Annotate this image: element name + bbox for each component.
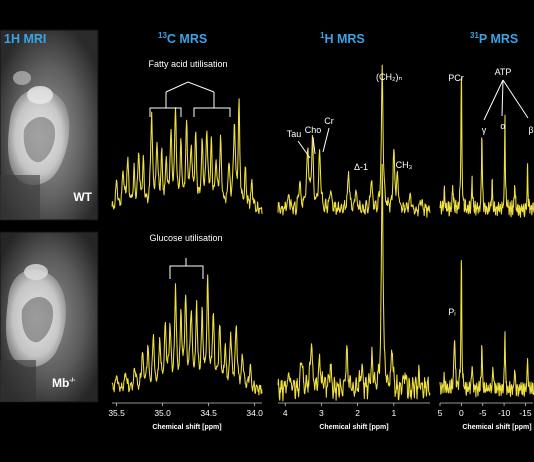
tau-label: Tau: [287, 129, 302, 139]
x-tick-label: 34.0: [246, 408, 263, 418]
x-tick-label: -15: [519, 408, 532, 418]
spectrum-1h-mrs-wt: [277, 64, 431, 218]
genotype-mb-label: Mb-/-: [52, 376, 75, 390]
x-tick-label: 4: [283, 408, 288, 418]
genotype-wt-label: WT: [73, 190, 92, 204]
spectra-layer: [111, 64, 534, 402]
x-axis-label: Chemical shift [ppm]: [152, 424, 221, 431]
pi-label: Pᵢ: [448, 307, 455, 317]
x-tick-label: 34.5: [200, 408, 217, 418]
mri-panel: WT Mb-/-: [0, 29, 99, 403]
x-tick-label: 1: [391, 408, 396, 418]
spectrum-31p-mrs-mb: [439, 259, 534, 398]
glucose-label: Glucose utilisation: [149, 233, 222, 243]
header-31p: 31P MRS: [470, 31, 518, 46]
header-1h: 1H MRS: [320, 31, 365, 46]
alpha-label: α: [500, 121, 505, 131]
x-tick-label: -5: [479, 408, 487, 418]
delta-label: Δ-1: [354, 162, 368, 172]
beta-label: β: [528, 125, 533, 135]
x-tick-label: 35.5: [108, 408, 125, 418]
x-tick-label: 5: [438, 408, 443, 418]
cr-label: Cr: [324, 116, 334, 126]
x-tick-label: 35.0: [154, 408, 171, 418]
x-tick-label: 0: [459, 408, 464, 418]
header-13c: 13C MRS: [158, 31, 207, 46]
x-tick-label: -10: [498, 408, 511, 418]
gamma-label: γ: [482, 125, 487, 135]
pcr-label: PCr: [448, 73, 464, 83]
spectrum-1h-mrs-mb: [277, 163, 431, 402]
spectrum-13c-mrs-mb: [111, 274, 263, 396]
x-axis-label: Chemical shift [ppm]: [462, 424, 531, 431]
cho-label: Cho: [305, 125, 322, 135]
glucose-annotation: Glucose utilisation: [149, 233, 223, 279]
fatty-acid-annotation: Fatty acid utilisation: [148, 59, 231, 117]
x-axis-label: Chemical shift [ppm]: [319, 424, 388, 431]
x-tick-label: 2: [355, 408, 360, 418]
spectrum-13c-mrs-wt: [111, 98, 263, 215]
axes-layer: 35.5 35.0 34.5 34.0 Chemical shift [ppm] 4 3 2 1…: [108, 402, 533, 431]
atp-label: ATP: [495, 67, 512, 77]
ch3-label: CH₃: [396, 160, 413, 170]
ch2-label: (CH₂)ₙ: [376, 72, 402, 82]
header-mri: 1H MRI: [4, 32, 46, 46]
spectrum-31p-mrs-wt: [439, 77, 534, 218]
fatty-acid-label: Fatty acid utilisation: [148, 59, 227, 69]
x-tick-label: 3: [319, 408, 324, 418]
